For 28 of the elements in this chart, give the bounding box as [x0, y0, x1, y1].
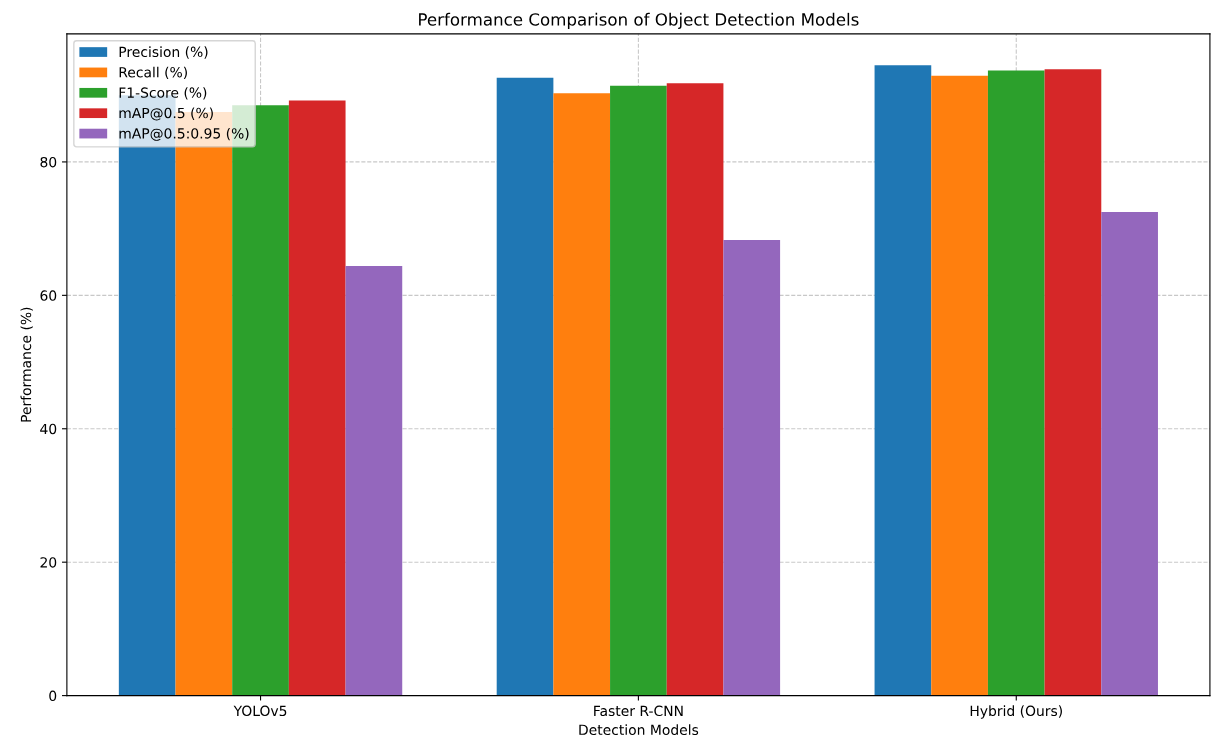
y-tick-label: 80 — [40, 156, 57, 168]
bar — [666, 83, 724, 696]
x-axis-title: Detection Models — [579, 724, 699, 736]
y-tick-label: 60 — [40, 290, 57, 301]
y-tick-label: 20 — [40, 557, 57, 568]
bar — [931, 75, 988, 696]
x-tick-label: YOLOv5 — [233, 705, 287, 717]
bar — [1101, 211, 1158, 696]
bar — [610, 85, 667, 696]
x-tick-label: Faster R-CNN — [594, 705, 683, 717]
legend-label: Recall (%) — [119, 66, 187, 80]
bar — [874, 65, 932, 696]
bar — [723, 239, 781, 696]
bar — [987, 70, 1045, 696]
bar — [288, 100, 346, 696]
x-tick-label: Hybrid (Ours) — [970, 705, 1062, 719]
legend-label: mAP@0.5 (%) — [119, 107, 213, 121]
bar — [553, 93, 611, 696]
bar — [1044, 69, 1102, 696]
y-tick-label: 0 — [49, 690, 57, 702]
bar — [496, 77, 554, 696]
legend-label: mAP@0.5:0.95 (%) — [119, 127, 249, 141]
y-tick-label: 40 — [40, 423, 57, 435]
chart-title: Performance Comparison of Object Detection Models — [419, 12, 859, 29]
legend-label: Precision (%) — [119, 46, 208, 59]
y-axis-title: Performance (%) — [20, 307, 33, 422]
bar — [345, 265, 403, 696]
legend-label: F1-Score (%) — [119, 87, 207, 100]
